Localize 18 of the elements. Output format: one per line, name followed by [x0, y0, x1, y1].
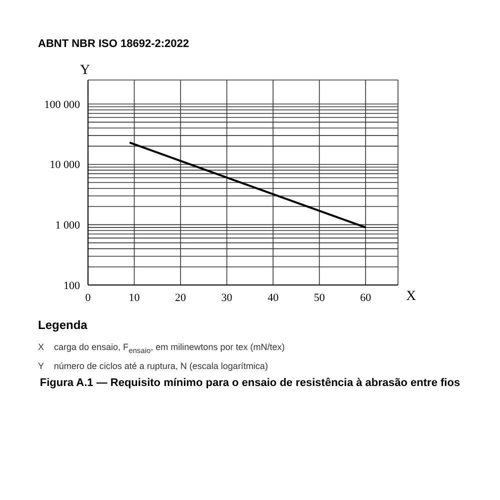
x-tick-label: 10 — [128, 292, 140, 304]
text: Legenda — [38, 318, 88, 332]
y-axis-title: Y — [80, 63, 90, 78]
x-axis-title: X — [406, 288, 416, 304]
x-tick-label: 0 — [85, 292, 92, 304]
y-tick-label: 1 000 — [55, 220, 80, 232]
text: Y número de ciclos até a ruptura, N (escala logarítmica) — [38, 360, 269, 371]
x-tick-label: 40 — [268, 292, 280, 304]
x-tick-label: 20 — [175, 292, 187, 304]
chart-title: ABNT NBR ISO 18692-2:2022 — [37, 37, 190, 52]
y-tick-label: 100 — [64, 280, 80, 292]
x-tick-label: 30 — [221, 292, 233, 304]
y-tick-label: 10 000 — [50, 159, 80, 172]
x-tick-label: 60 — [360, 292, 372, 304]
y-tick-label: 100 000 — [44, 98, 80, 111]
x-tick-label: 50 — [314, 292, 326, 304]
text: X carga do ensaio, F$_{ensaio}$, em milinewtons por tex (mN/tex) — [38, 342, 286, 355]
text: Figura A.1 — Requisito mínimo para o ensaio de resistência à abrasão entre fios — [38, 376, 462, 389]
